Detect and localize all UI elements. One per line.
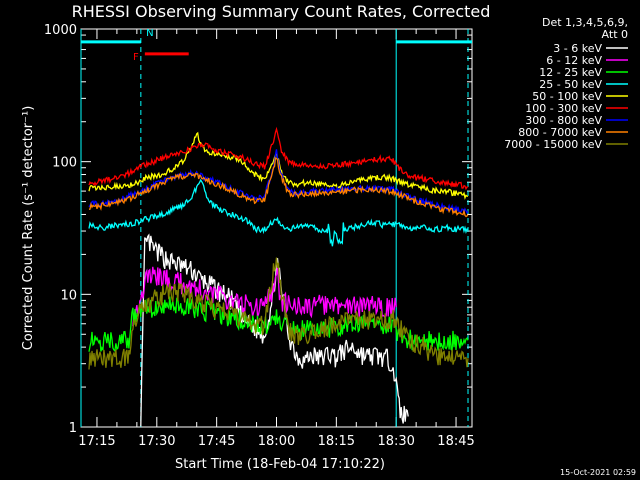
series-line bbox=[140, 233, 409, 427]
legend-entry-label: 300 - 800 keV bbox=[525, 114, 602, 127]
y-tick-label: 1000 bbox=[44, 23, 77, 38]
series-line bbox=[88, 178, 469, 247]
legend-entry-label: 7000 - 15000 keV bbox=[504, 138, 602, 151]
y-tick-label: 10 bbox=[60, 288, 77, 303]
series-line bbox=[132, 266, 397, 327]
legend-entry-label: 6 - 12 keV bbox=[546, 54, 602, 67]
series-line bbox=[88, 157, 469, 218]
x-axis-label: Start Time (18-Feb-04 17:10:22) bbox=[175, 457, 385, 472]
plot-area: 1 10 100 1000 17:15 17:30 17:45 18:00 18:15 18:30… bbox=[44, 23, 475, 449]
x-tick-label: 17:45 bbox=[198, 434, 235, 449]
series-line bbox=[88, 257, 469, 370]
series-line bbox=[88, 296, 469, 353]
series-line bbox=[88, 126, 469, 191]
x-tick-label: 18:30 bbox=[377, 434, 414, 449]
series-line bbox=[88, 131, 469, 200]
x-tick-label: 17:30 bbox=[138, 434, 175, 449]
timestamp: 15-Oct-2021 02:59 bbox=[560, 468, 636, 477]
legend-entry-label: 50 - 100 keV bbox=[532, 90, 602, 103]
legend-entry-label: 25 - 50 keV bbox=[539, 78, 602, 91]
chart-title: RHESSI Observing Summary Count Rates, Co… bbox=[72, 2, 491, 21]
status-bar-label: N bbox=[146, 28, 153, 39]
x-tick-label: 18:15 bbox=[318, 434, 355, 449]
legend-entry-label: 800 - 7000 keV bbox=[518, 126, 602, 139]
legend-entry-label: 100 - 300 keV bbox=[525, 102, 602, 115]
x-tick-label: 18:45 bbox=[437, 434, 474, 449]
legend-header: Det 1,3,4,5,6,9, bbox=[542, 16, 628, 29]
legend-header: Att 0 bbox=[602, 28, 628, 41]
y-tick-label: 1 bbox=[69, 421, 77, 436]
x-tick-label: 17:15 bbox=[78, 434, 115, 449]
y-tick-label: 100 bbox=[52, 156, 77, 171]
y-axis-label: Corrected Count Rate (s⁻¹ detector⁻¹) bbox=[21, 106, 36, 351]
x-tick-label: 18:00 bbox=[258, 434, 295, 449]
legend-entry-label: 12 - 25 keV bbox=[539, 66, 602, 79]
status-bar-label: F bbox=[133, 52, 139, 63]
legend-entry-label: 3 - 6 keV bbox=[553, 42, 602, 55]
